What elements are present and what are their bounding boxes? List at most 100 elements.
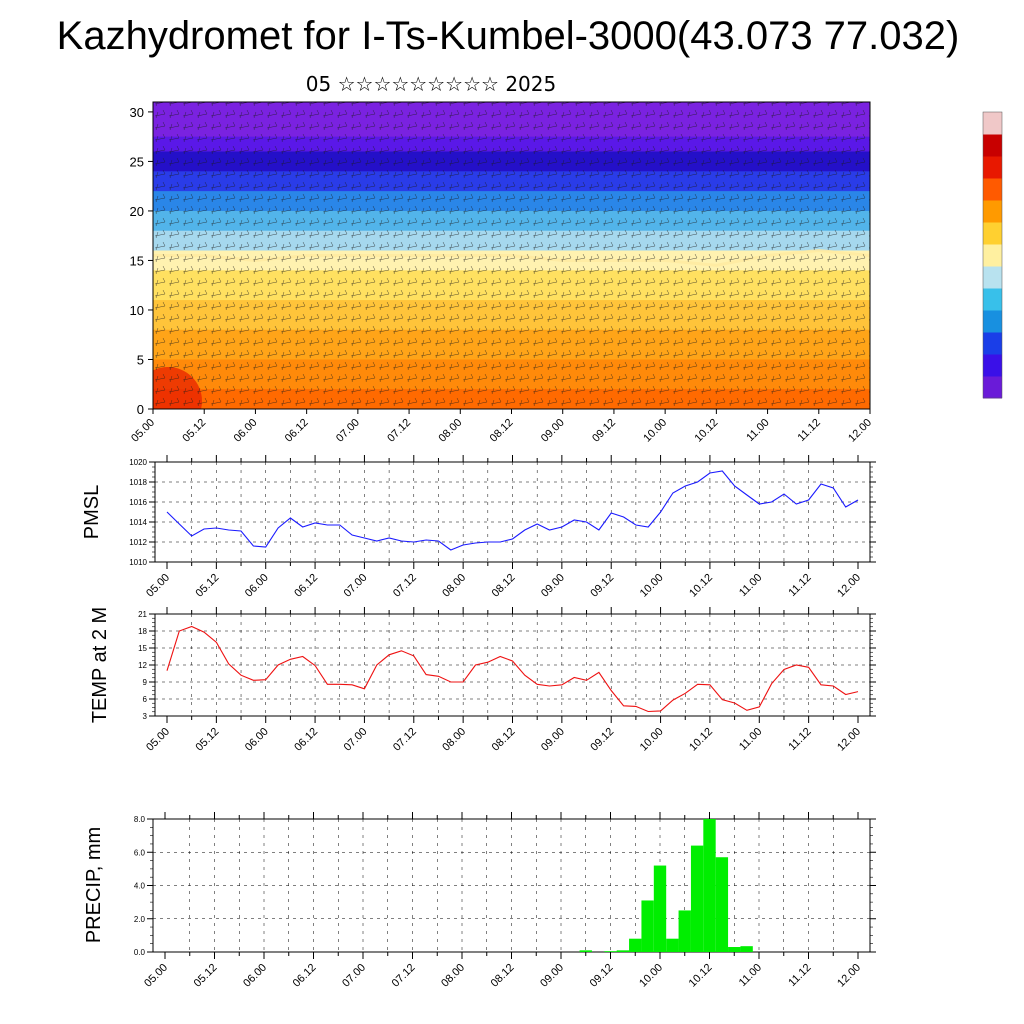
- colorbar-segment: [983, 288, 1002, 311]
- x-tick-label: 12.00: [835, 962, 863, 990]
- y-tick-label: 1018: [129, 478, 147, 487]
- x-tick-label: 08.12: [488, 417, 516, 445]
- precip-bar: [579, 950, 592, 952]
- y-tick-label: 1012: [129, 538, 147, 547]
- x-tick-label: 06.12: [283, 417, 311, 445]
- pmsl-panel: 1010 1012 1014 1016 1018 1020 05.00 05.12 06.00 0…: [129, 455, 876, 600]
- y-tick-label: 20: [130, 204, 144, 219]
- x-tick-label: 08.00: [440, 572, 468, 600]
- pmsl-ylabel: PMSL: [81, 485, 103, 539]
- y-tick-label: 1016: [129, 498, 147, 507]
- x-tick-label: 06.12: [292, 726, 320, 754]
- x-tick-label: 05.12: [194, 726, 222, 754]
- y-tick-label: 1014: [129, 518, 147, 527]
- x-tick-label: 07.12: [390, 962, 418, 990]
- precip-bar: [653, 865, 667, 952]
- x-tick-label: 10.00: [641, 417, 669, 445]
- precip-panel: 0.0 2.0 4.0 6.0 8.0 05.00 05.12 06.00 06.12 07.00…: [134, 812, 876, 990]
- panel-frame: [154, 613, 871, 717]
- precip-ylabel: PRECIP, mm: [83, 827, 105, 943]
- colorbar-frame: [982, 111, 1003, 399]
- y-tick-label: 0.0: [134, 948, 146, 957]
- x-tick-label: 06.00: [241, 962, 269, 990]
- x-tick-label: 08.00: [440, 726, 468, 754]
- x-tick-label: 09.00: [539, 417, 567, 445]
- cross-section-panel: 0 5 10 15 20 25 30 05.00 05.12 06.00 06.12 07.00 07…: [129, 101, 874, 445]
- x-tick-label: 05.00: [144, 726, 172, 754]
- x-tick-label: 08.12: [490, 572, 518, 600]
- colorbar-segment: [983, 266, 1002, 289]
- colorbar-segment: [983, 178, 1002, 201]
- x-tick-label: 11.12: [786, 962, 813, 989]
- y-tick-label: 5: [137, 352, 144, 367]
- pmsl-line: [166, 470, 859, 551]
- x-tick-label: 07.12: [391, 726, 419, 754]
- heatmap-x-axis: 05.00 05.12 06.00 06.12 07.00 07.12 08.00 08.12…: [129, 409, 874, 445]
- x-tick-label: 08.00: [439, 962, 467, 990]
- precip-bar: [641, 900, 654, 952]
- precip-bar: [715, 857, 729, 952]
- colorbar-segment: [983, 354, 1002, 377]
- precip-bar: [703, 819, 716, 952]
- y-tick-label: 0: [137, 402, 144, 417]
- y-tick-label: 6.0: [134, 848, 146, 857]
- x-tick-label: 11.00: [744, 417, 771, 444]
- chart-subtitle: 05 ☆☆☆☆☆☆☆☆☆ 2025: [305, 72, 557, 96]
- y-tick-label: 15: [130, 253, 144, 268]
- temp-line: [166, 625, 859, 713]
- y-tick-label: 25: [130, 154, 144, 169]
- precip-bar: [678, 910, 691, 952]
- x-tick-label: 05.12: [192, 962, 220, 990]
- heatmap-y-axis: 0 5 10 15 20 25 30: [130, 105, 153, 417]
- x-tick-label: 07.00: [342, 726, 370, 754]
- y-tick-label: 8.0: [134, 815, 146, 824]
- x-tick-label: 06.12: [291, 962, 319, 990]
- x-tick-label: 07.00: [334, 417, 362, 445]
- y-tick-label: 15: [138, 644, 147, 653]
- x-tick-label: 11.00: [737, 726, 764, 753]
- colorbar: [982, 111, 1003, 399]
- precip-bar: [728, 947, 741, 952]
- colorbar-segment: [983, 156, 1002, 179]
- x-tick-label: 09.00: [538, 962, 566, 990]
- colorbar-segment: [983, 310, 1002, 333]
- x-tick-label: 07.12: [391, 572, 419, 600]
- x-tick-label: 10.12: [687, 572, 715, 600]
- x-tick-label: 07.12: [385, 417, 413, 445]
- temp-panel: 3 6 9 12 15 18 21 05.00 05.12 06.00 06.12 07.00 07.1…: [138, 607, 876, 754]
- x-tick-label: 10.00: [638, 726, 666, 754]
- x-tick-label: 09.12: [588, 726, 616, 754]
- x-tick-label: 10.12: [687, 962, 715, 990]
- x-tick-label: 09.00: [539, 572, 567, 600]
- wind-barbs-overlay: [153, 102, 870, 409]
- y-tick-label: 6: [143, 695, 148, 704]
- colorbar-segment: [983, 134, 1002, 157]
- x-tick-label: 09.12: [588, 962, 616, 990]
- x-tick-label: 05.00: [144, 572, 172, 600]
- panel-frame: [152, 818, 871, 953]
- x-tick-label: 11.00: [737, 962, 764, 989]
- x-tick-label: 10.00: [637, 962, 665, 990]
- y-tick-label: 4.0: [134, 882, 146, 891]
- colorbar-segment: [983, 200, 1002, 223]
- x-tick-label: 10.12: [693, 417, 721, 445]
- precip-bar: [666, 938, 679, 952]
- x-tick-label: 10.00: [638, 572, 666, 600]
- y-tick-label: 1010: [129, 558, 147, 567]
- x-tick-label: 06.00: [232, 417, 260, 445]
- y-tick-label: 18: [138, 627, 147, 636]
- x-tick-label: 07.00: [342, 572, 370, 600]
- precip-bar: [740, 946, 753, 952]
- colorbar-segment: [983, 332, 1002, 355]
- x-tick-label: 08.00: [436, 417, 464, 445]
- precip-bar: [690, 845, 704, 952]
- x-tick-label: 05.12: [180, 417, 208, 445]
- x-tick-label: 09.00: [539, 726, 567, 754]
- x-tick-label: 12.00: [846, 417, 874, 445]
- x-tick-label: 05.00: [142, 962, 170, 990]
- x-tick-label: 08.12: [490, 726, 518, 754]
- x-tick-label: 11.12: [786, 726, 813, 753]
- colorbar-segment: [983, 222, 1002, 245]
- x-tick-label: 07.00: [340, 962, 368, 990]
- x-tick-label: 06.12: [292, 572, 320, 600]
